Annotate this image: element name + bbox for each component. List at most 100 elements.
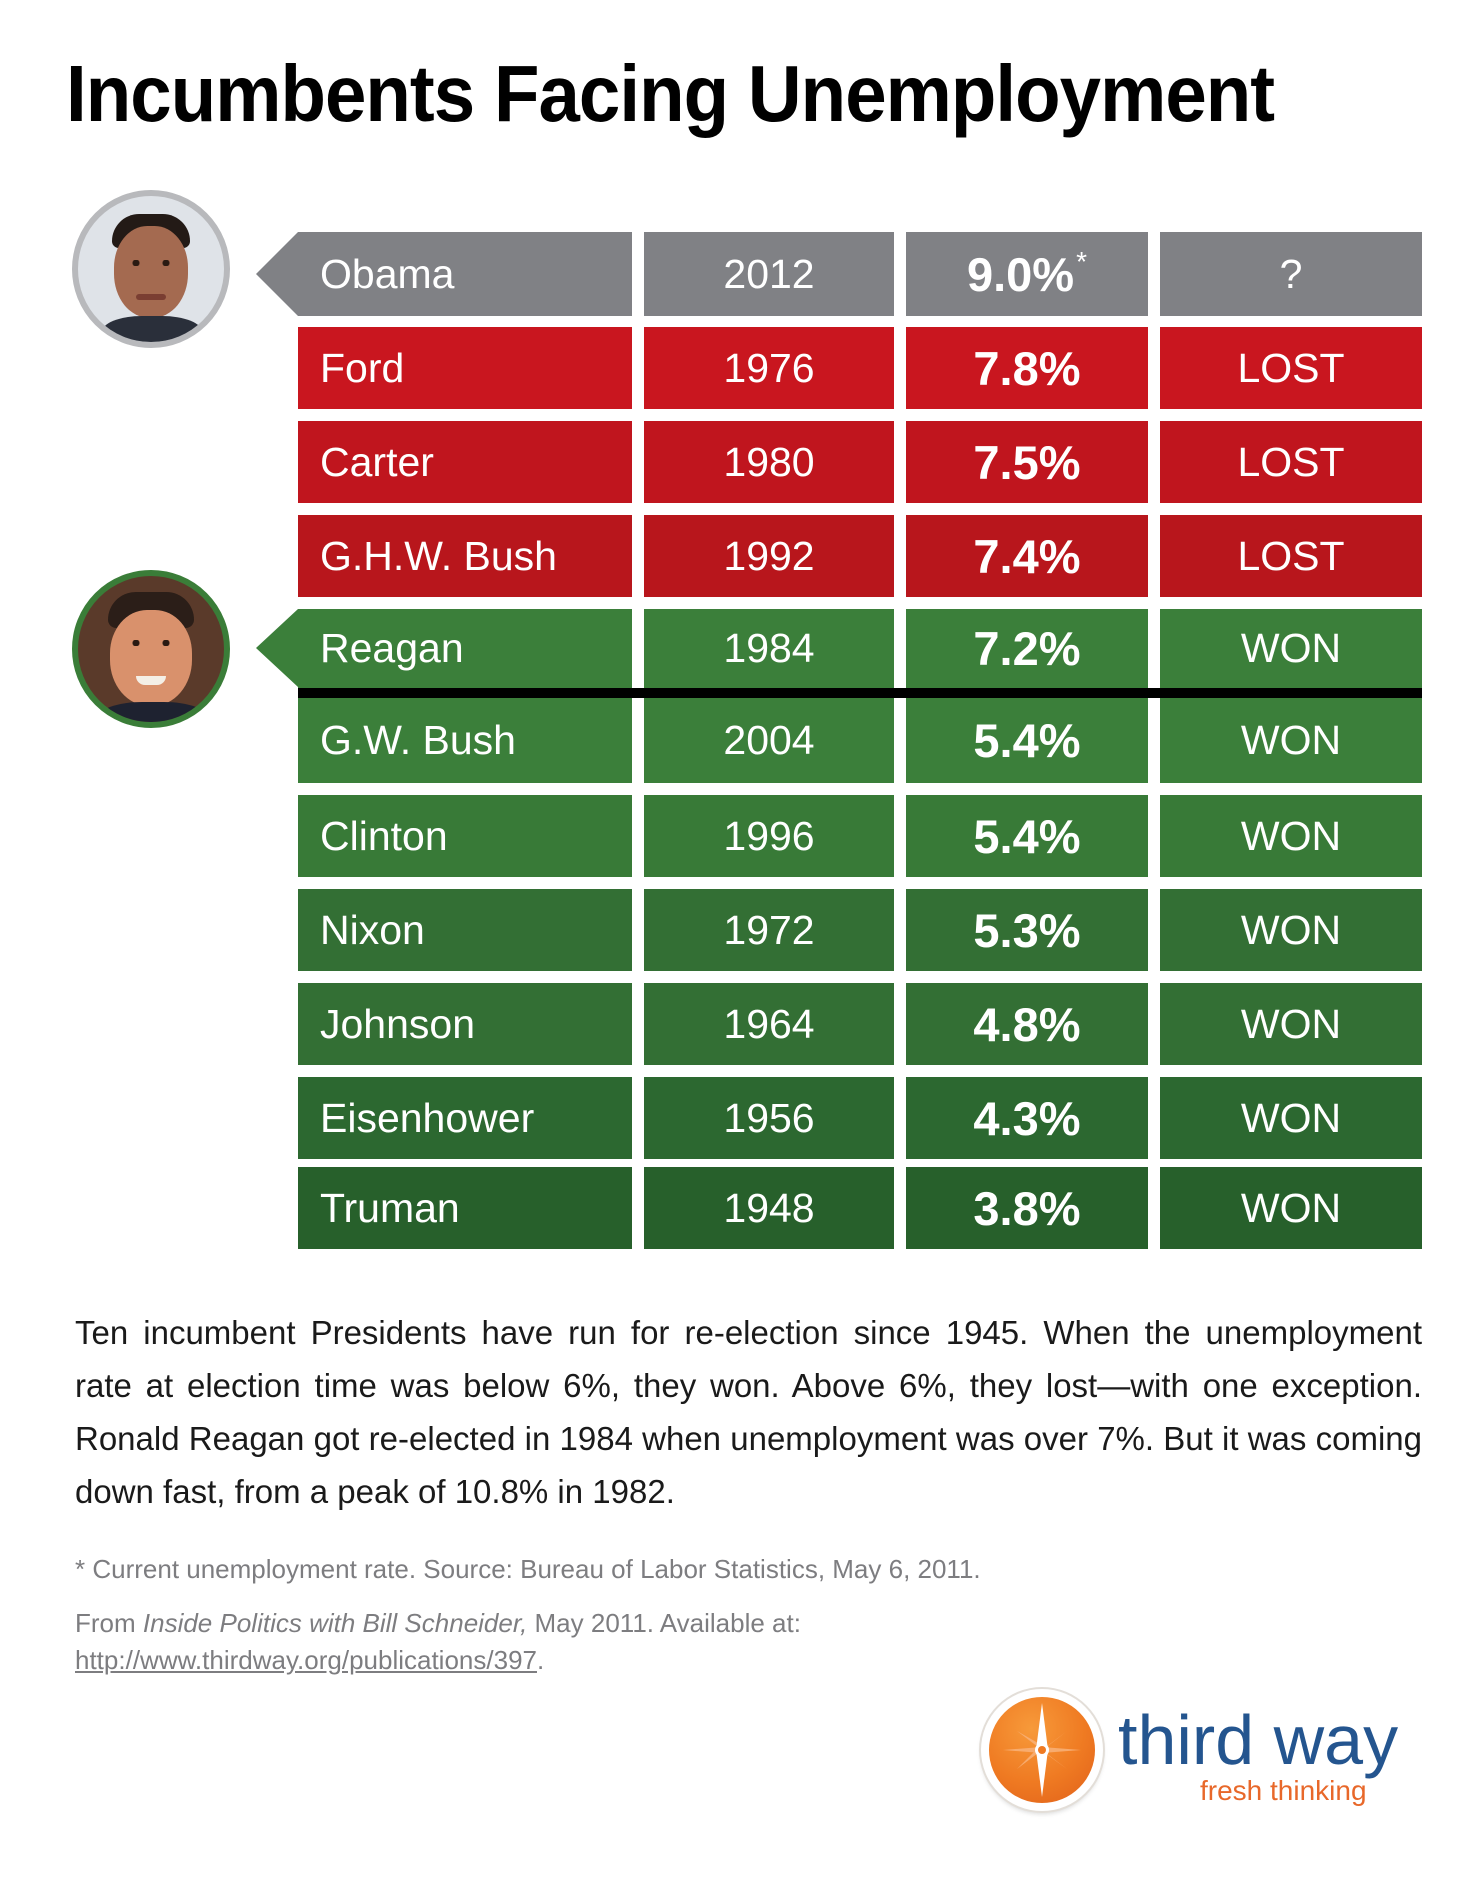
president-name-cell: Ford [298, 327, 632, 409]
election-result: WON [1240, 906, 1342, 953]
election-year-cell: 2012 [644, 232, 894, 316]
table-row-carter: Carter 1980 7.5% LOST [0, 421, 1480, 503]
table-row-obama: Obama 2012 9.0% * ? [0, 232, 1480, 316]
result-cell: WON [1160, 609, 1422, 688]
unemployment-rate-cell: 7.5% [906, 421, 1148, 503]
election-year-cell: 1964 [644, 983, 894, 1065]
election-year-cell: 1972 [644, 889, 894, 971]
unemployment-rate: 5.4% [973, 714, 1081, 767]
table-row-g-h-w-bush: G.H.W. Bush 1992 7.4% LOST [0, 515, 1480, 597]
page-title: Incumbents Facing Unemployment [66, 49, 1275, 138]
election-result: WON [1240, 717, 1342, 763]
election-year: 2012 [723, 250, 815, 297]
unemployment-rate-cell: 7.8% [906, 327, 1148, 409]
result-cell: WON [1160, 795, 1422, 877]
election-year: 2004 [723, 717, 815, 763]
president-name: G.H.W. Bush [320, 532, 557, 579]
portrait-face [110, 610, 192, 706]
footnote-source: From Inside Politics with Bill Schneider… [75, 1605, 1275, 1679]
portrait-mouth [136, 294, 166, 300]
portrait-mouth [136, 676, 166, 685]
election-year-cell: 1948 [644, 1167, 894, 1249]
president-name: Reagan [320, 625, 464, 671]
election-result: LOST [1237, 438, 1345, 485]
president-name: G.W. Bush [320, 717, 516, 763]
president-name-cell: Eisenhower [298, 1077, 632, 1159]
source-link[interactable]: http://www.thirdway.org/publications/397 [75, 1645, 537, 1675]
compass-icon [981, 1689, 1103, 1811]
election-result: WON [1240, 625, 1342, 671]
unemployment-rate-cell: 7.4% [906, 515, 1148, 597]
unemployment-rate-cell: 3.8% [906, 1167, 1148, 1249]
portrait-eyes [128, 260, 174, 266]
footnote-asterisk-marker: * [1076, 246, 1088, 277]
portrait-suit [102, 316, 202, 342]
source-suffix: May 2011. Available at: [527, 1608, 801, 1638]
unemployment-rate-cell: 4.8% [906, 983, 1148, 1065]
unemployment-rate: 3.8% [973, 1181, 1081, 1235]
president-name-cell: Clinton [298, 795, 632, 877]
portrait-suit [98, 702, 208, 722]
election-year: 1992 [723, 532, 815, 579]
unemployment-rate-cell: 5.3% [906, 889, 1148, 971]
election-year: 1984 [723, 625, 815, 671]
unemployment-rate: 9.0% [966, 247, 1075, 301]
table-row-truman: Truman 1948 3.8% WON [0, 1167, 1480, 1249]
president-name-cell: Johnson [298, 983, 632, 1065]
compass-star-icon [1003, 1703, 1081, 1797]
president-name: Ford [320, 344, 405, 391]
president-name-cell: Nixon [298, 889, 632, 971]
president-name: Truman [320, 1184, 460, 1231]
summary-paragraph: Ten incumbent Presidents have run for re… [75, 1314, 1422, 1510]
table-row-g-w-bush: G.W. Bush 2004 5.4% WON [0, 698, 1480, 783]
election-year: 1964 [723, 1000, 815, 1047]
threshold-divider-line [298, 688, 1422, 698]
election-result: LOST [1237, 532, 1345, 579]
election-result: WON [1240, 1184, 1342, 1231]
president-name-cell: Reagan [298, 609, 632, 688]
result-cell: WON [1160, 1167, 1422, 1249]
result-cell: WON [1160, 1077, 1422, 1159]
unemployment-rate-cell: 5.4% [906, 795, 1148, 877]
president-name-cell: Carter [298, 421, 632, 503]
election-year: 1956 [723, 1094, 815, 1141]
table-row-reagan: Reagan 1984 7.2% WON [0, 609, 1480, 688]
unemployment-rate: 7.2% [973, 622, 1081, 675]
unemployment-rate: 7.5% [973, 435, 1081, 489]
president-name: Carter [320, 438, 434, 485]
pointer-arrow-icon [256, 232, 298, 316]
result-cell: WON [1160, 889, 1422, 971]
election-result: LOST [1237, 344, 1345, 391]
portrait-eyes [128, 640, 174, 646]
table-row-eisenhower: Eisenhower 1956 4.3% WON [0, 1077, 1480, 1159]
election-year-cell: 1992 [644, 515, 894, 597]
source-prefix: From [75, 1608, 143, 1638]
result-cell: LOST [1160, 421, 1422, 503]
unemployment-rate-cell: 7.2% [906, 609, 1148, 688]
election-result: WON [1240, 812, 1342, 859]
president-name-cell: G.W. Bush [298, 698, 632, 783]
election-year: 1948 [723, 1184, 815, 1231]
president-name: Obama [320, 250, 455, 297]
election-year-cell: 1956 [644, 1077, 894, 1159]
unemployment-rate: 4.8% [973, 997, 1081, 1051]
source-link-end: . [536, 1645, 545, 1675]
election-result: WON [1240, 1094, 1342, 1141]
president-name: Eisenhower [320, 1094, 535, 1141]
logo-tagline: fresh thinking [1200, 1775, 1367, 1806]
source-title: Inside Politics with Bill Schneider, [142, 1608, 528, 1638]
election-year-cell: 1980 [644, 421, 894, 503]
portrait-face [114, 226, 188, 318]
election-year-cell: 2004 [644, 698, 894, 783]
unemployment-rate: 4.3% [973, 1091, 1081, 1145]
unemployment-rate-cell: 5.4% [906, 698, 1148, 783]
president-name: Clinton [320, 812, 448, 859]
election-year: 1980 [723, 438, 815, 485]
election-result: ? [1279, 250, 1303, 297]
table-row-ford: Ford 1976 7.8% LOST [0, 327, 1480, 409]
election-result: WON [1240, 1000, 1342, 1047]
reagan-portrait [72, 570, 230, 728]
obama-portrait [72, 190, 230, 348]
unemployment-rate: 7.4% [973, 529, 1081, 583]
president-name-cell: Obama [298, 232, 632, 316]
